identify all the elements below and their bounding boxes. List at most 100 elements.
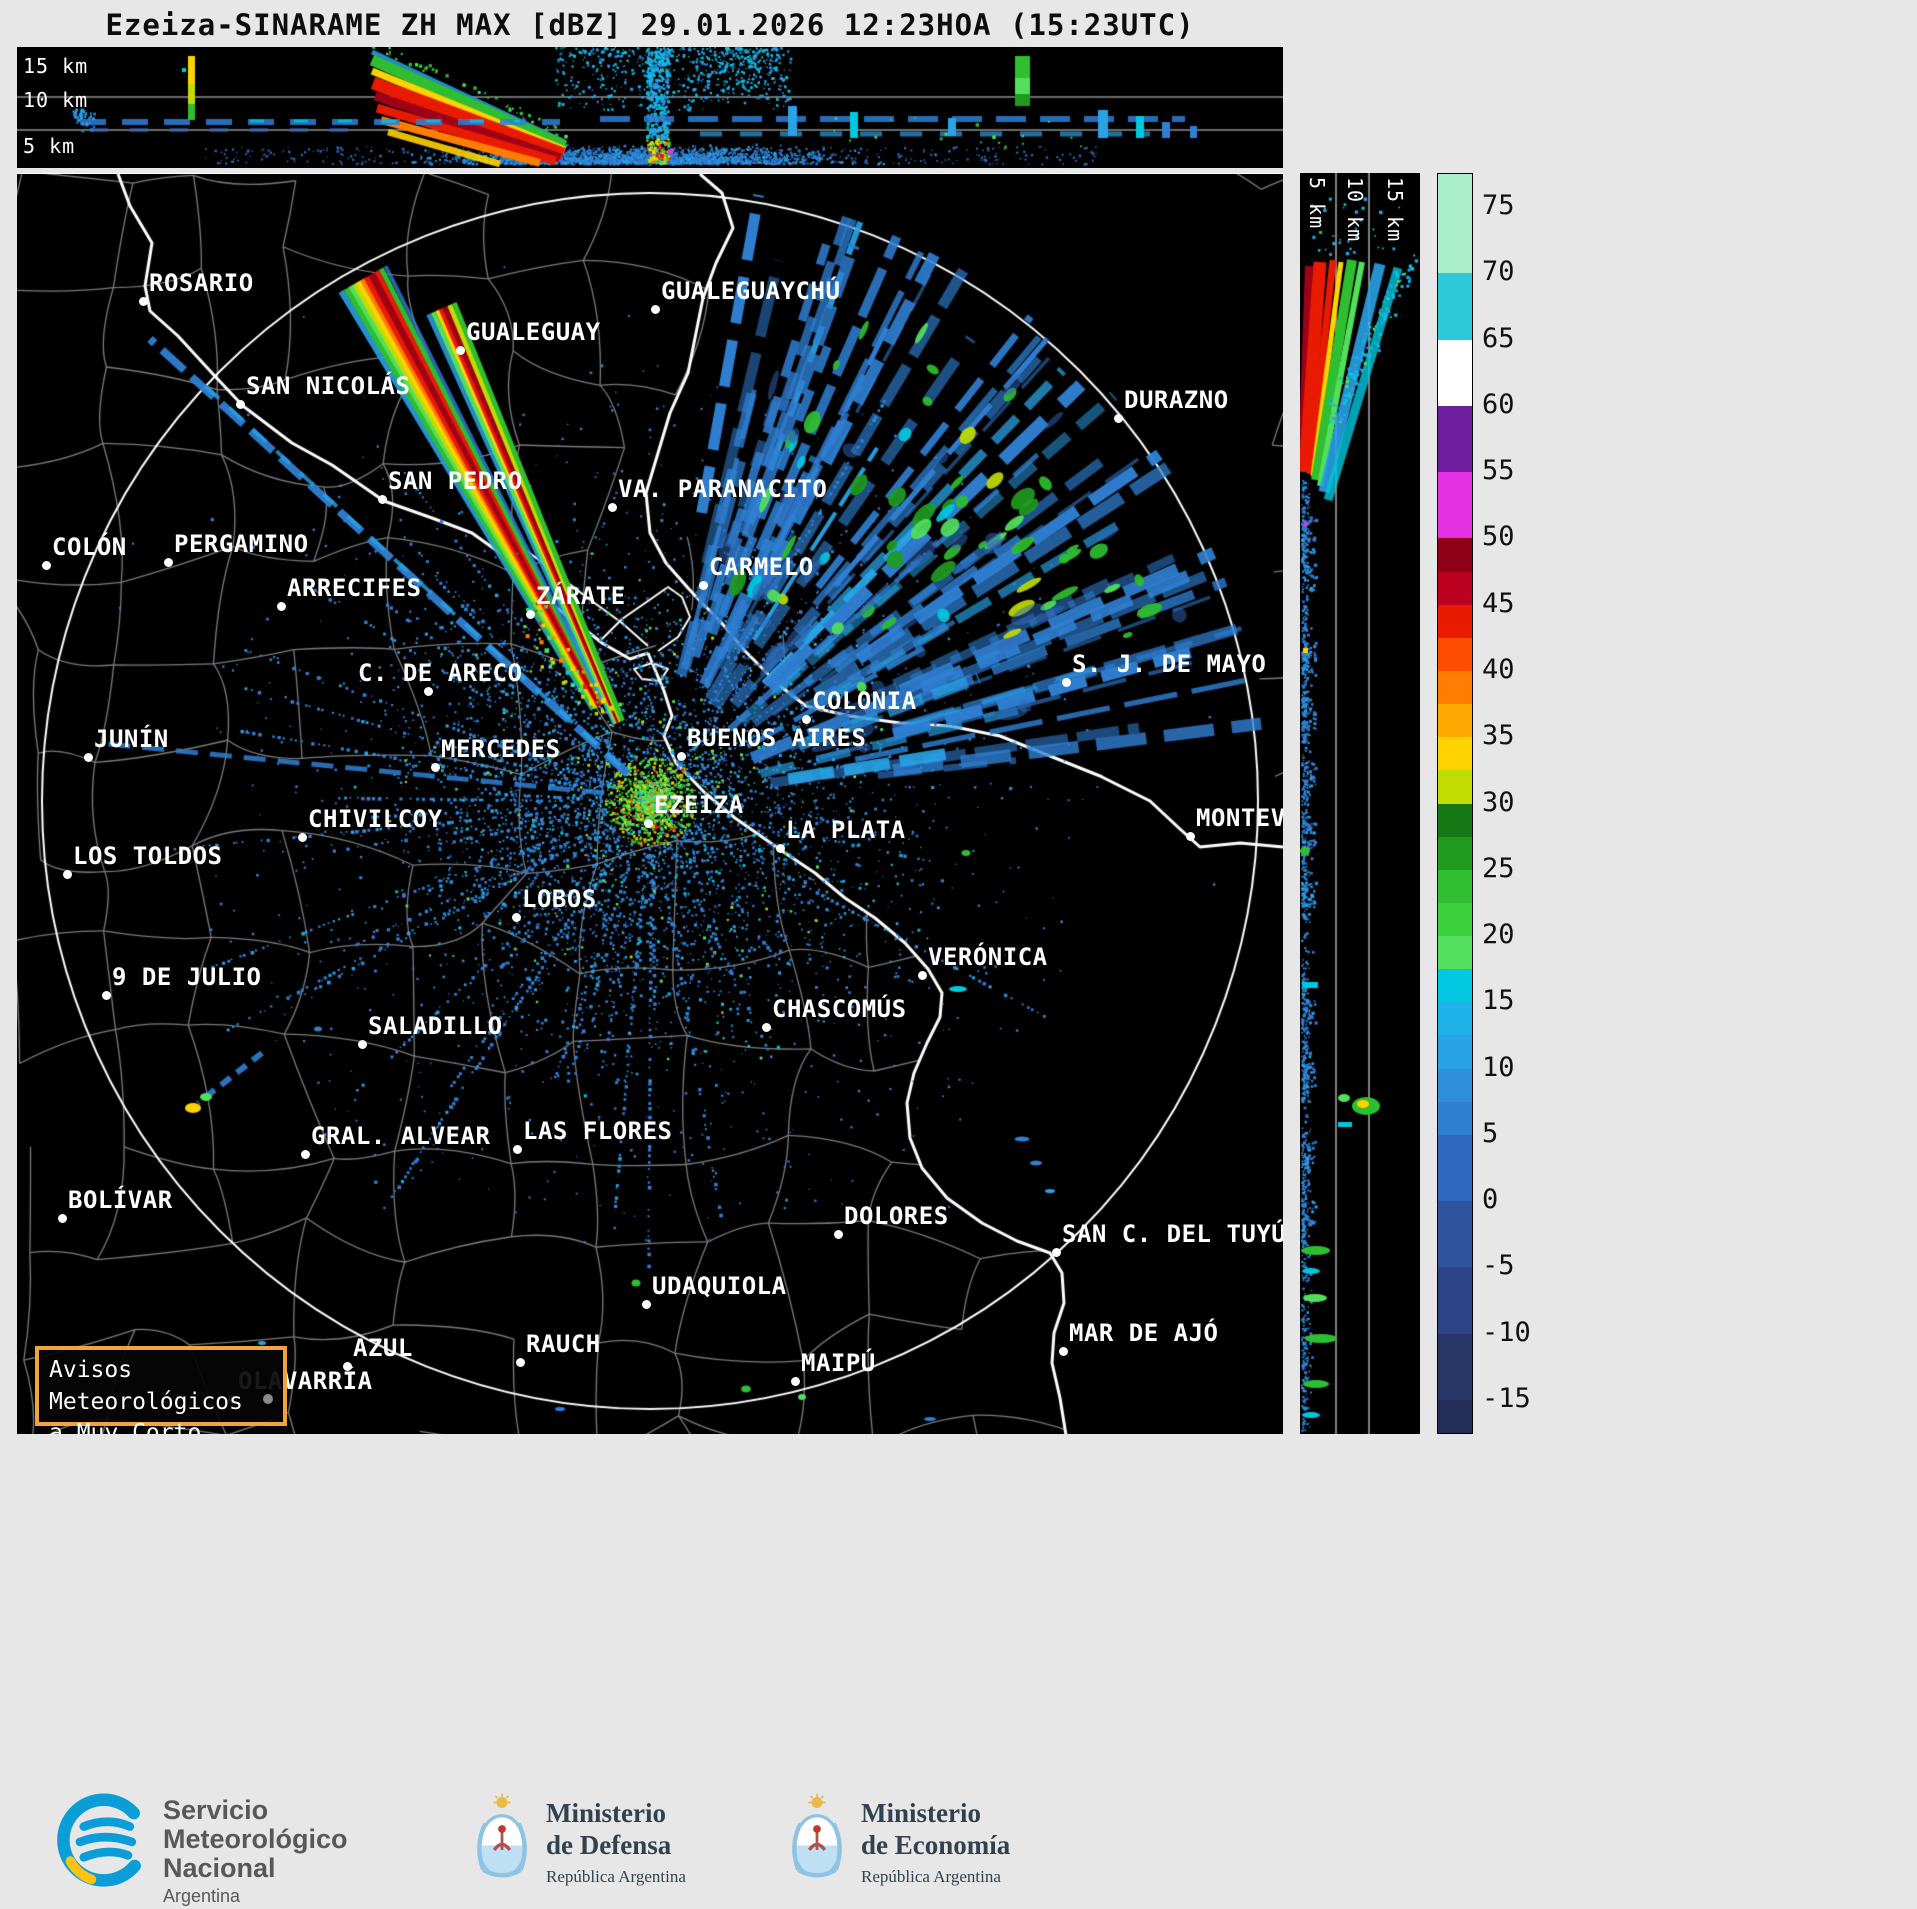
city-dot xyxy=(651,305,660,314)
smn-line: Servicio xyxy=(163,1795,269,1825)
colorbar-tick-label: 30 xyxy=(1482,786,1515,818)
cross-section-right-panel: 5 km 10 km 15 km xyxy=(1300,173,1420,1434)
ministry-name: de Defensa xyxy=(546,1829,672,1860)
city-dot xyxy=(608,503,617,512)
colorbar-segment xyxy=(1438,637,1472,672)
height-label: 5 km xyxy=(1305,177,1329,230)
ministry-name: de Economía xyxy=(861,1829,1011,1860)
city-dot xyxy=(526,610,535,619)
city-dot xyxy=(762,1023,771,1032)
colorbar-tick-label: 5 xyxy=(1482,1117,1499,1149)
city-label: C. DE ARECO xyxy=(358,659,523,687)
city-label: COLONIA xyxy=(812,687,917,715)
ministry-subtitle: República Argentina xyxy=(546,1866,686,1886)
colorbar-segment xyxy=(1438,604,1472,639)
city-label: BUENOS AIRES xyxy=(687,724,867,752)
city-dot xyxy=(513,1145,522,1154)
colorbar-segment xyxy=(1438,1267,1472,1335)
smn-line: Nacional xyxy=(163,1853,276,1884)
city-dot xyxy=(102,991,111,1000)
colorbar-segment xyxy=(1438,969,1472,1003)
height-label: 5 km xyxy=(23,134,76,158)
colorbar-segment xyxy=(1438,472,1472,539)
cross-section-right-canvas xyxy=(1300,173,1420,1434)
colorbar-tick-label: 45 xyxy=(1482,587,1515,619)
city-dot xyxy=(677,752,686,761)
smn-line: Meteorológico xyxy=(163,1824,348,1855)
colorbar-segment xyxy=(1438,405,1472,473)
colorbar-tick-label: 15 xyxy=(1482,985,1515,1017)
city-dot xyxy=(298,833,307,842)
colorbar-segment xyxy=(1438,273,1472,341)
city-dot xyxy=(699,581,708,590)
city-dot xyxy=(1114,414,1123,423)
height-label: 15 km xyxy=(1383,177,1407,243)
alert-box[interactable]: Avisos Meteorológicos a Muy Corto Plazo xyxy=(35,1346,287,1434)
city-label: GUALEGUAY xyxy=(466,318,601,346)
colorbar-segment xyxy=(1438,1399,1472,1434)
city-dot xyxy=(58,1214,67,1223)
city-dot xyxy=(776,844,785,853)
city-label: UDAQUIOLA xyxy=(652,1272,787,1300)
city-label: LOS TOLDOS xyxy=(73,842,223,870)
ministry-name: Ministerio xyxy=(546,1798,666,1828)
colorbar-segment xyxy=(1438,869,1472,904)
city-dot xyxy=(358,1040,367,1049)
city-dot xyxy=(343,1362,352,1371)
city-label: SAN C. DEL TUYÚ xyxy=(1062,1220,1283,1248)
colorbar-segment xyxy=(1438,737,1472,771)
city-label: ARRECIFES xyxy=(287,574,422,602)
colorbar-tick-label: 70 xyxy=(1482,256,1515,288)
city-label: MONTEVIDEO xyxy=(1196,804,1283,832)
city-dot xyxy=(834,1230,843,1239)
city-dot xyxy=(236,400,245,409)
city-label: SALADILLO xyxy=(368,1012,503,1040)
colorbar xyxy=(1437,173,1473,1434)
colorbar-segment xyxy=(1438,936,1472,970)
smn-logo-icon xyxy=(57,1793,141,1887)
city-dot xyxy=(63,870,72,879)
city-dot xyxy=(802,715,811,724)
city-dot xyxy=(1059,1347,1068,1356)
city-dot xyxy=(1052,1248,1061,1257)
city-dot xyxy=(456,346,465,355)
colorbar-tick-label: 20 xyxy=(1482,919,1515,951)
colorbar-tick-label: -5 xyxy=(1482,1250,1515,1282)
colorbar-segment xyxy=(1438,1068,1472,1103)
colorbar-tick-label: 35 xyxy=(1482,720,1515,752)
colorbar-segment xyxy=(1438,1333,1472,1401)
city-dot xyxy=(139,297,148,306)
colorbar-segment xyxy=(1438,339,1472,407)
city-label: RAUCH xyxy=(526,1330,601,1358)
colorbar-tick-label: -15 xyxy=(1482,1382,1531,1414)
colorbar-segment xyxy=(1438,1002,1472,1036)
colorbar-segment xyxy=(1438,902,1472,937)
alert-line2: a Muy Corto Plazo xyxy=(49,1420,202,1434)
cross-section-top-panel: 15 km 10 km 5 km xyxy=(17,47,1283,168)
city-label: PERGAMINO xyxy=(174,530,309,558)
city-label: COLÓN xyxy=(52,533,127,561)
city-dot xyxy=(644,819,653,828)
height-label: 10 km xyxy=(23,88,89,112)
radar-map-panel: ROSARIO GUALEGUAYCHÚ GUALEGUAY SAN NICOLÁS D… xyxy=(17,173,1283,1434)
colorbar-tick-label: 50 xyxy=(1482,521,1515,553)
city-dot xyxy=(1062,678,1071,687)
city-dot xyxy=(42,561,51,570)
ministry-name: Ministerio xyxy=(861,1798,981,1828)
city-label: ROSARIO xyxy=(149,269,254,297)
city-label: DOLORES xyxy=(844,1202,949,1230)
radar-map-canvas xyxy=(17,174,1283,1434)
city-label: VERÓNICA xyxy=(928,943,1048,971)
city-dot xyxy=(791,1377,800,1386)
colorbar-tick-label: 75 xyxy=(1482,190,1515,222)
colorbar-segment xyxy=(1438,1134,1472,1202)
city-label: CARMELO xyxy=(709,553,814,581)
city-label: BOLÍVAR xyxy=(68,1186,173,1214)
city-label: LAS FLORES xyxy=(523,1117,673,1145)
smn-country: Argentina xyxy=(163,1886,241,1907)
city-label: SAN NICOLÁS xyxy=(246,372,411,400)
colorbar-tick-label: 60 xyxy=(1482,388,1515,420)
city-label: MAIPÚ xyxy=(801,1349,876,1377)
cross-section-top-canvas xyxy=(17,47,1283,168)
